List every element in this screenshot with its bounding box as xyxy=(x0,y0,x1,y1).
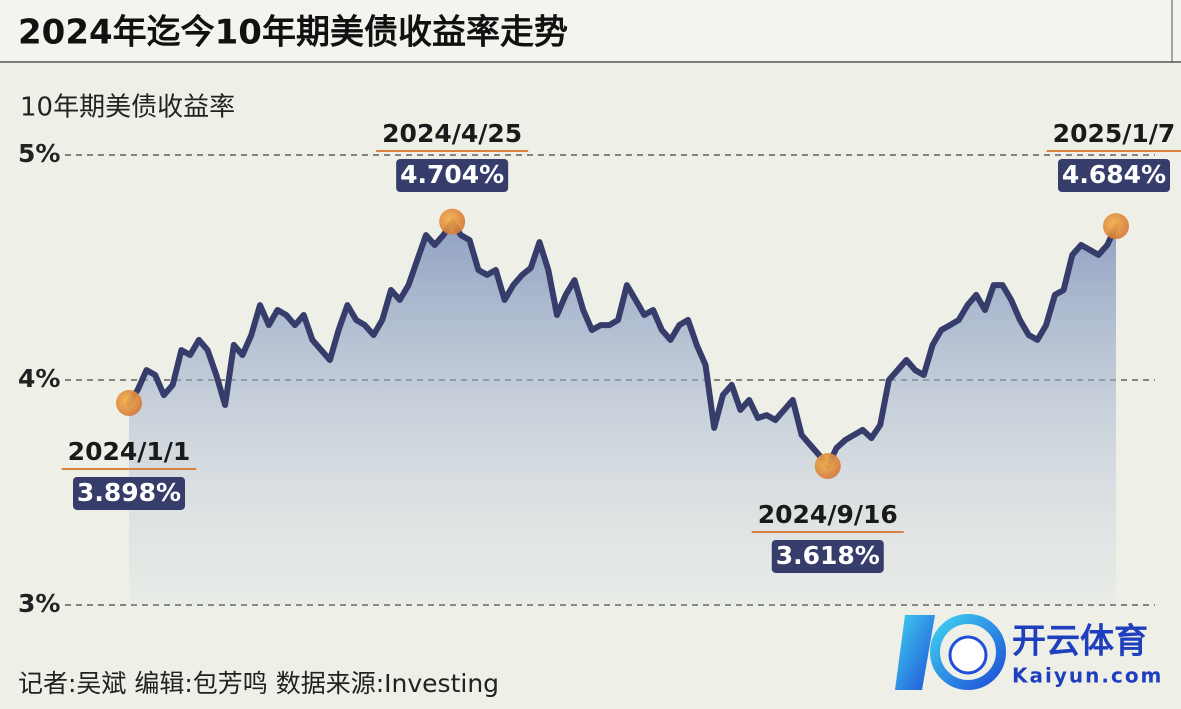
annotation-marker xyxy=(439,208,466,235)
annotation-date: 2024/9/16 xyxy=(758,500,898,529)
annotation-box xyxy=(1058,159,1170,192)
logo-name: 开云体育 xyxy=(1012,622,1148,662)
annotation-marker xyxy=(814,452,841,479)
annotation-marker xyxy=(1103,213,1129,240)
title-bar xyxy=(0,0,1181,62)
annotation-value: 4.684% xyxy=(1062,160,1166,189)
annotation: 2024/4/25 4.704% xyxy=(376,119,529,192)
logo-ball xyxy=(948,635,988,675)
footer: 记者:吴斌 编辑:包芳鸣 数据来源:Investing xyxy=(18,669,499,698)
annotation-date: 2025/1/7 xyxy=(1053,119,1176,148)
y-tick-label: 3% xyxy=(18,589,60,618)
annotation-marker xyxy=(116,389,142,416)
logo: 开云体育 Kaiyun.com xyxy=(895,614,1163,690)
annotation-value: 3.898% xyxy=(77,478,181,507)
annotation-value: 3.618% xyxy=(776,541,880,570)
annotation: 2024/9/16 3.618% xyxy=(751,500,904,573)
chart-title: 2024年迄今10年期美债收益率走势 xyxy=(18,13,568,53)
annotation-box xyxy=(396,159,509,192)
annotation-box xyxy=(73,476,185,510)
y-axis-title: 10年期美债收益率 xyxy=(20,93,235,123)
line xyxy=(126,218,1119,469)
logo-ring xyxy=(930,614,1006,690)
annotation: 2025/1/7 4.684% xyxy=(1046,119,1181,192)
annotation-date: 2024/1/1 xyxy=(68,437,191,466)
y-tick-label: 4% xyxy=(18,364,60,393)
annotation-value: 4.704% xyxy=(400,160,504,189)
annotation-box xyxy=(771,539,884,573)
annotation-date: 2024/4/25 xyxy=(382,119,522,148)
annotation: 2024/1/1 3.898% xyxy=(61,437,197,510)
logo-shape xyxy=(895,615,935,690)
y-tick-label: 5% xyxy=(18,139,60,168)
logo-site: Kaiyun.com xyxy=(1012,664,1163,688)
area xyxy=(129,221,1116,605)
